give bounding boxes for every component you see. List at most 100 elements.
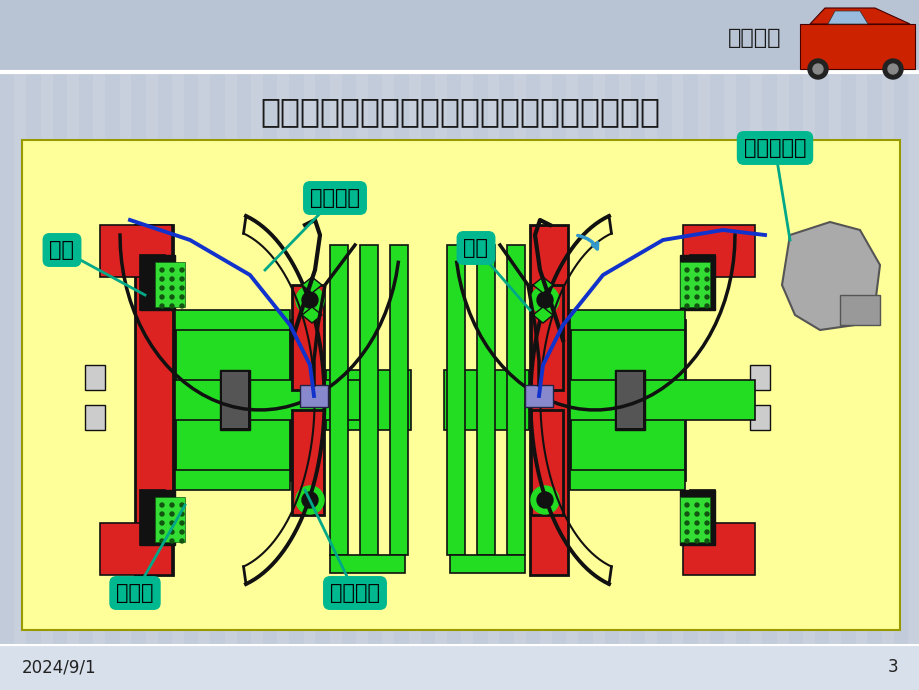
FancyBboxPatch shape — [52, 0, 67, 690]
Circle shape — [160, 277, 164, 281]
Circle shape — [694, 503, 698, 507]
FancyBboxPatch shape — [175, 310, 289, 330]
FancyBboxPatch shape — [679, 490, 714, 545]
Circle shape — [301, 492, 318, 508]
FancyBboxPatch shape — [447, 0, 460, 690]
Text: 离合器踏板: 离合器踏板 — [743, 138, 805, 158]
FancyBboxPatch shape — [0, 0, 15, 690]
Circle shape — [160, 530, 164, 534]
Circle shape — [537, 292, 552, 308]
Polygon shape — [532, 277, 552, 293]
FancyBboxPatch shape — [420, 0, 435, 690]
FancyBboxPatch shape — [140, 255, 175, 310]
FancyBboxPatch shape — [570, 320, 685, 480]
FancyBboxPatch shape — [154, 497, 185, 542]
FancyBboxPatch shape — [27, 0, 40, 690]
Polygon shape — [827, 11, 867, 24]
Circle shape — [704, 277, 709, 281]
Circle shape — [160, 503, 164, 507]
FancyBboxPatch shape — [476, 245, 494, 555]
FancyBboxPatch shape — [709, 0, 723, 690]
Circle shape — [704, 512, 709, 516]
FancyBboxPatch shape — [762, 0, 776, 690]
Text: 膜片弹簧: 膜片弹簧 — [330, 583, 380, 603]
Text: 3: 3 — [887, 658, 897, 676]
Text: 2024/9/1: 2024/9/1 — [22, 658, 96, 676]
FancyBboxPatch shape — [175, 320, 289, 480]
FancyBboxPatch shape — [839, 295, 879, 325]
Circle shape — [170, 503, 174, 507]
FancyBboxPatch shape — [525, 0, 539, 690]
FancyBboxPatch shape — [140, 490, 175, 545]
FancyBboxPatch shape — [472, 0, 487, 690]
FancyBboxPatch shape — [570, 380, 754, 420]
FancyBboxPatch shape — [263, 0, 277, 690]
FancyBboxPatch shape — [210, 0, 224, 690]
Circle shape — [694, 530, 698, 534]
FancyBboxPatch shape — [291, 285, 323, 390]
FancyBboxPatch shape — [184, 0, 199, 690]
Circle shape — [296, 286, 323, 314]
FancyBboxPatch shape — [79, 0, 93, 690]
Circle shape — [685, 503, 688, 507]
Circle shape — [170, 277, 174, 281]
Circle shape — [160, 512, 164, 516]
Circle shape — [694, 539, 698, 543]
Circle shape — [694, 295, 698, 299]
Text: 飞轮: 飞轮 — [50, 240, 74, 260]
Text: 摩擦片式离合器的组成及工作原理（见视频）: 摩擦片式离合器的组成及工作原理（见视频） — [260, 95, 659, 128]
FancyBboxPatch shape — [220, 370, 250, 430]
Circle shape — [180, 521, 184, 525]
Circle shape — [685, 295, 688, 299]
Circle shape — [704, 530, 709, 534]
Circle shape — [704, 521, 709, 525]
Circle shape — [180, 277, 184, 281]
Polygon shape — [301, 277, 322, 293]
FancyBboxPatch shape — [100, 225, 172, 277]
FancyBboxPatch shape — [236, 0, 251, 690]
Text: 从动盘: 从动盘 — [116, 583, 153, 603]
FancyBboxPatch shape — [683, 0, 698, 690]
FancyBboxPatch shape — [892, 0, 907, 690]
Circle shape — [694, 286, 698, 290]
Circle shape — [694, 268, 698, 272]
FancyBboxPatch shape — [85, 405, 105, 430]
FancyBboxPatch shape — [499, 0, 514, 690]
Circle shape — [180, 295, 184, 299]
Circle shape — [685, 539, 688, 543]
Text: 压盘: 压盘 — [463, 238, 488, 258]
Circle shape — [685, 512, 688, 516]
Circle shape — [180, 539, 184, 543]
Circle shape — [180, 286, 184, 290]
Circle shape — [180, 268, 184, 272]
Circle shape — [704, 268, 709, 272]
Circle shape — [882, 59, 902, 79]
Circle shape — [170, 286, 174, 290]
Circle shape — [170, 530, 174, 534]
FancyBboxPatch shape — [614, 370, 644, 430]
FancyBboxPatch shape — [341, 0, 356, 690]
FancyBboxPatch shape — [325, 370, 411, 430]
FancyBboxPatch shape — [749, 405, 769, 430]
FancyBboxPatch shape — [604, 0, 618, 690]
Circle shape — [530, 286, 559, 314]
Polygon shape — [532, 307, 552, 323]
FancyBboxPatch shape — [444, 370, 528, 430]
FancyBboxPatch shape — [368, 0, 382, 690]
FancyBboxPatch shape — [390, 245, 407, 555]
FancyBboxPatch shape — [840, 0, 855, 690]
Circle shape — [160, 539, 164, 543]
Circle shape — [685, 530, 688, 534]
Circle shape — [694, 277, 698, 281]
Circle shape — [694, 521, 698, 525]
FancyBboxPatch shape — [140, 255, 165, 310]
FancyBboxPatch shape — [157, 0, 172, 690]
FancyBboxPatch shape — [0, 645, 919, 690]
Circle shape — [180, 503, 184, 507]
FancyBboxPatch shape — [689, 490, 714, 545]
Circle shape — [170, 521, 174, 525]
FancyBboxPatch shape — [330, 245, 347, 555]
Circle shape — [685, 277, 688, 281]
Circle shape — [170, 512, 174, 516]
Circle shape — [180, 512, 184, 516]
